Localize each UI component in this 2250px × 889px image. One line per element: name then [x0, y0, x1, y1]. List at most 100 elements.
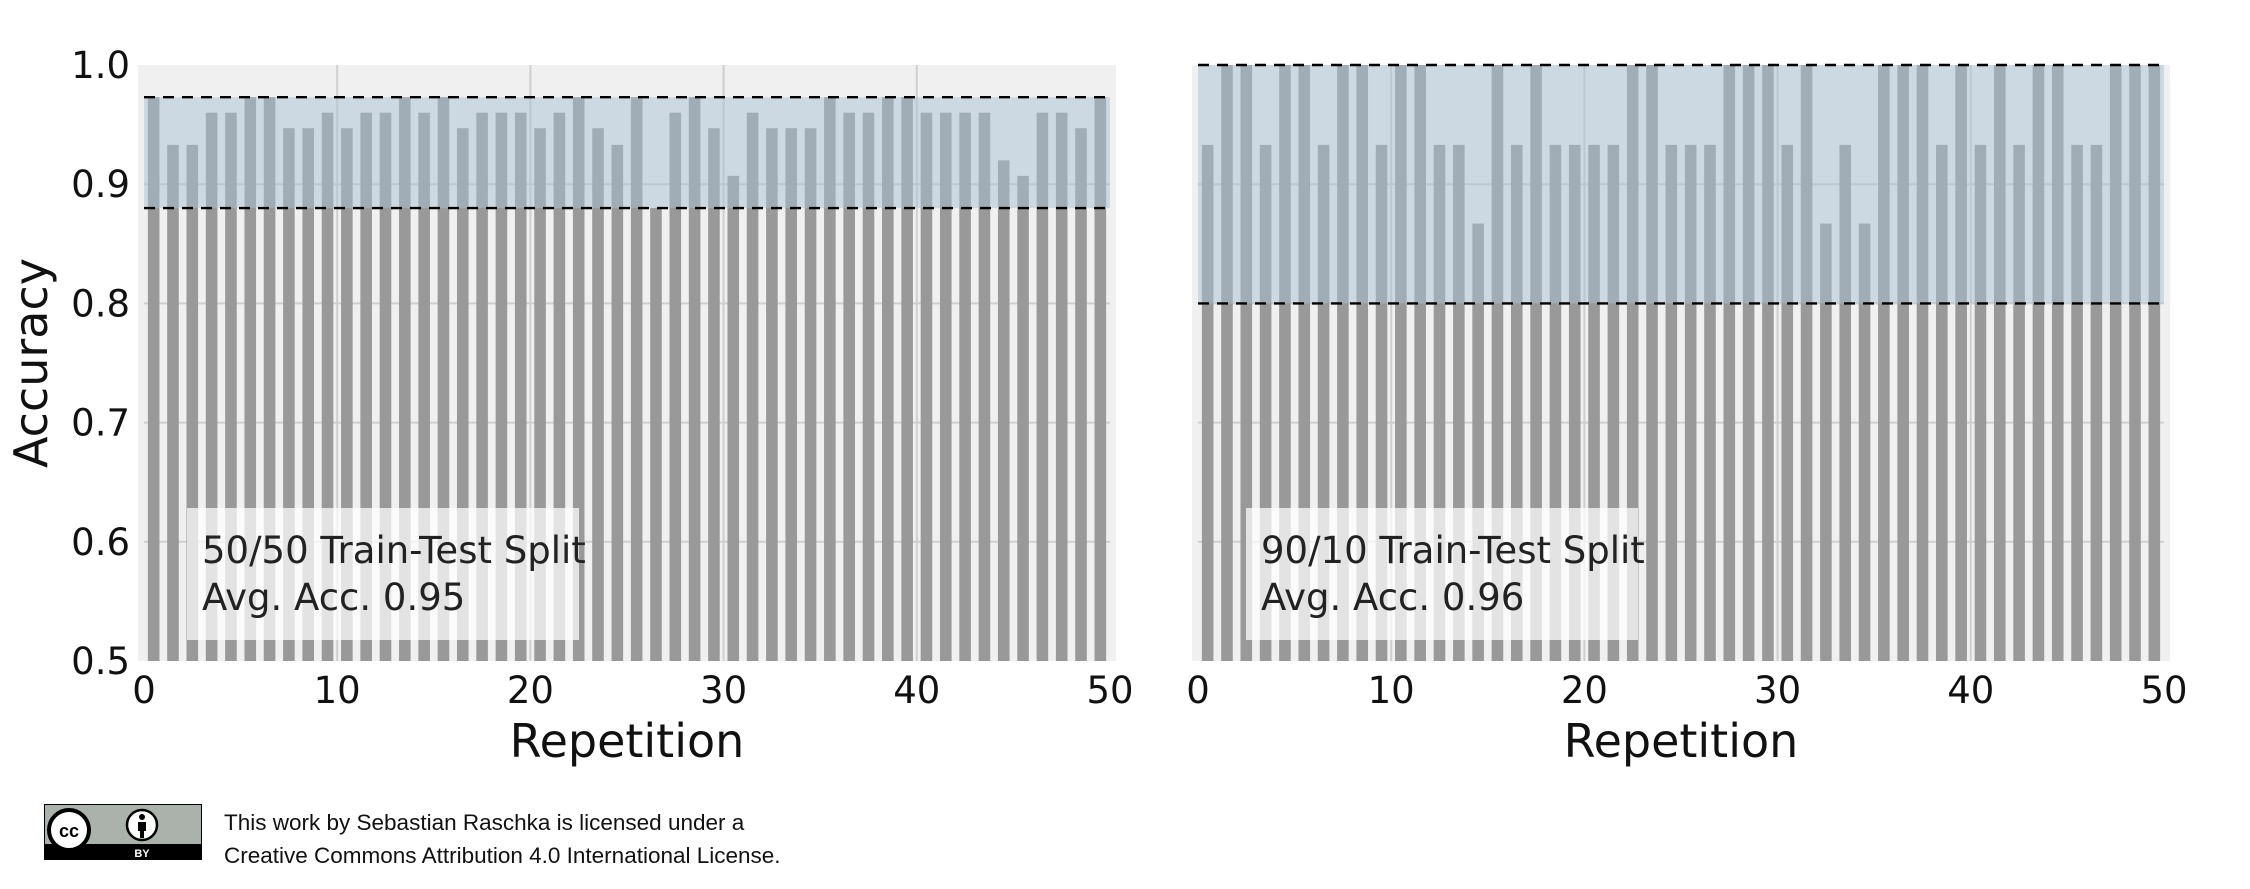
bar: [746, 112, 759, 662]
x-tick-label: 40: [1947, 669, 1994, 712]
bar: [1298, 65, 1311, 661]
license-text: This work by Sebastian Raschka is licens…: [224, 806, 781, 872]
bar: [1472, 223, 1484, 661]
x-tick-label: 10: [1368, 669, 1415, 712]
bar: [1530, 65, 1542, 661]
bar: [1395, 65, 1407, 661]
bar: [341, 128, 353, 661]
bar: [2051, 65, 2064, 661]
bar: [1665, 144, 1678, 661]
bar: [1279, 65, 1291, 661]
bar: [882, 97, 894, 661]
bar: [1094, 97, 1107, 661]
bar: [1375, 144, 1388, 661]
cc-badge-text: cc: [59, 821, 79, 841]
bar: [1626, 65, 1639, 661]
bar: [1704, 144, 1716, 661]
x-axis-label: Repetition: [1564, 714, 1799, 768]
bar: [1936, 144, 1948, 661]
y-axis-label: Accuracy: [4, 258, 58, 468]
bar: [727, 175, 740, 661]
bar: [920, 112, 933, 662]
bar: [824, 97, 836, 661]
bar: [592, 128, 604, 661]
bar: [1955, 65, 1967, 661]
bar: [1453, 144, 1465, 661]
bar: [978, 112, 991, 662]
bar: [611, 144, 624, 661]
x-tick-label: 0: [1186, 669, 1210, 712]
bar: [2109, 65, 2122, 661]
annotation-text: 50/50 Train-Test Split: [202, 529, 586, 572]
bar: [1897, 65, 1909, 661]
bar: [456, 128, 469, 661]
bar: [186, 144, 199, 661]
bar: [1337, 65, 1349, 661]
y-tick-label: 0.9: [71, 163, 130, 206]
bar: [1414, 65, 1426, 661]
annotation-box: [187, 508, 579, 640]
bar: [708, 128, 720, 661]
bar: [321, 112, 334, 662]
bar: [1607, 144, 1620, 661]
bar: [1075, 128, 1087, 661]
y-tick-label: 0.6: [71, 521, 130, 564]
annotation-text: 90/10 Train-Test Split: [1261, 529, 1645, 572]
bar: [1820, 223, 1832, 661]
bar: [1433, 144, 1446, 661]
bar: [1974, 144, 1987, 661]
bar: [1684, 144, 1697, 661]
bar: [244, 97, 257, 661]
bar: [1916, 65, 1929, 661]
x-tick-label: 30: [700, 669, 747, 712]
license-line-2: Creative Commons Attribution 4.0 Interna…: [224, 843, 781, 868]
x-tick-label: 50: [1086, 669, 1133, 712]
annotation-text: Avg. Acc. 0.96: [1261, 576, 1524, 619]
bar: [534, 128, 546, 661]
bar: [1055, 112, 1068, 662]
bar: [1017, 175, 1029, 661]
bar: [476, 112, 488, 662]
bar: [1240, 65, 1253, 661]
bar: [1549, 144, 1562, 661]
bar: [2071, 144, 2083, 661]
x-tick-label: 20: [1561, 669, 1608, 712]
bar: [1762, 65, 1774, 661]
bar: [1742, 65, 1755, 661]
bar: [630, 97, 643, 661]
bar: [1858, 223, 1871, 661]
bar: [2148, 65, 2161, 661]
bar: [283, 128, 295, 661]
bar: [1878, 65, 1890, 661]
bar: [205, 112, 218, 662]
bar: [650, 208, 662, 662]
bar: [1510, 144, 1523, 661]
x-tick-label: 40: [893, 669, 940, 712]
x-tick-label: 50: [2140, 669, 2187, 712]
bar: [1491, 65, 1504, 661]
bar: [1646, 65, 1658, 661]
bar: [1356, 65, 1369, 661]
bar: [1568, 144, 1581, 661]
bar: [437, 97, 450, 661]
bar: [1259, 144, 1272, 661]
bar: [167, 144, 179, 661]
bar: [379, 112, 392, 662]
x-tick-label: 30: [1754, 669, 1801, 712]
cc-icon: [47, 808, 91, 852]
bar: [997, 160, 1010, 662]
bar: [514, 112, 527, 662]
bar: [572, 97, 585, 661]
bar: [688, 97, 701, 661]
bar: [1036, 112, 1049, 662]
license-block: cc BY This work by Sebastian Raschka is …: [44, 804, 944, 868]
bar: [495, 112, 508, 662]
min-max-band: [144, 97, 1110, 209]
bar: [1800, 65, 1813, 661]
x-axis-label: Repetition: [510, 714, 745, 768]
bar: [1839, 144, 1852, 661]
cc-by-license-badge[interactable]: cc BY: [44, 804, 202, 860]
bar: [669, 112, 682, 662]
